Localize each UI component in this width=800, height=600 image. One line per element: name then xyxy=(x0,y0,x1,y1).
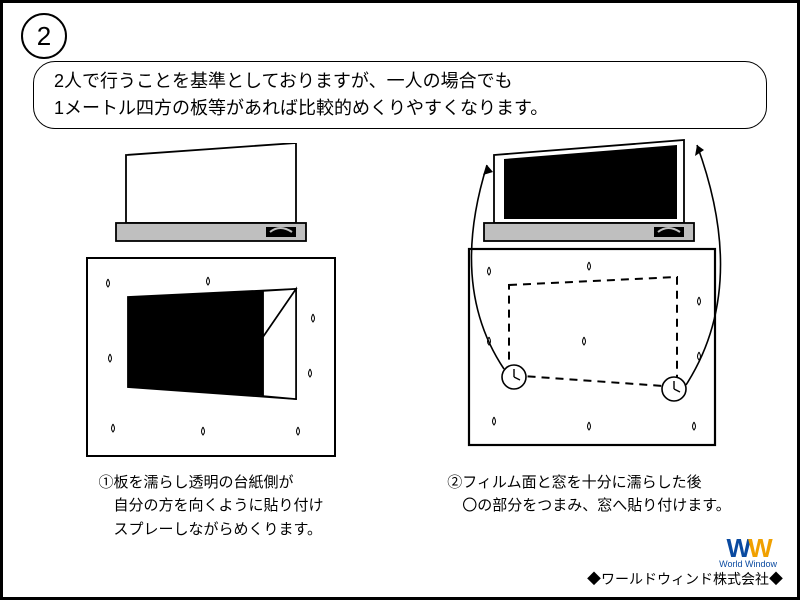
panel-2: ②フィルム面と窓を十分に濡らした後 〇の部分をつまみ、窓へ貼り付けます。 xyxy=(419,143,759,541)
logo-ww-icon: WW xyxy=(727,535,770,561)
caption-1: ①板を濡らし透明の台紙側が 自分の方を向くように貼り付け スプレーしながらめくり… xyxy=(98,471,323,541)
intro-callout: 2人で行うことを基準としておりますが、一人の場合でも 1メートル四方の板等があれ… xyxy=(33,61,767,129)
car-window-left xyxy=(86,143,336,253)
intro-line-1: 2人で行うことを基準としておりますが、一人の場合でも xyxy=(54,68,746,95)
caption-2: ②フィルム面と窓を十分に濡らした後 〇の部分をつまみ、窓へ貼り付けます。 xyxy=(447,471,731,518)
logo: WW World Window xyxy=(719,535,777,569)
footer-company: ◆ワールドウィンド株式会社◆ xyxy=(587,569,783,589)
intro-line-2: 1メートル四方の板等があれば比較的めくりやすくなります。 xyxy=(54,95,746,122)
step-number-text: 2 xyxy=(37,21,51,52)
logo-subtext: World Window xyxy=(719,559,777,569)
step-number-badge: 2 xyxy=(21,13,67,59)
panel-1: ①板を濡らし透明の台紙側が 自分の方を向くように貼り付け スプレーしながらめくり… xyxy=(41,143,381,541)
board-left xyxy=(86,257,336,457)
